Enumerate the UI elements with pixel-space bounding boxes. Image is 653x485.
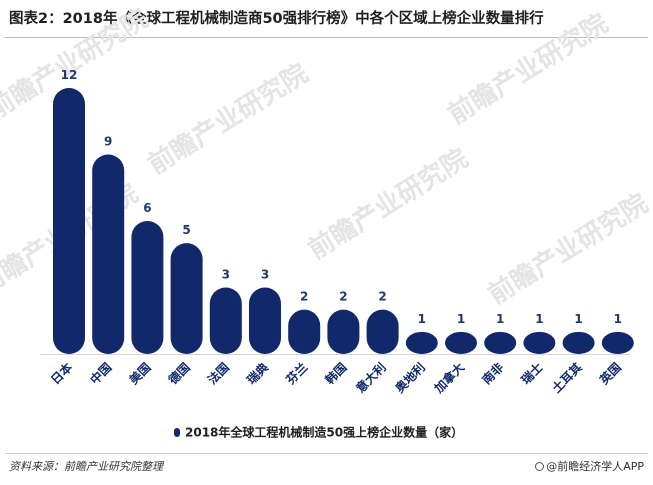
data-label: 2: [339, 290, 347, 304]
legend-marker: [174, 428, 180, 437]
chart-title: 图表2：2018年《全球工程机械制造商50强排行榜》中各个区域上榜企业数量排行: [9, 11, 544, 27]
bar: [288, 309, 321, 354]
data-label: 12: [61, 68, 78, 82]
x-tick-label: 奥地利: [392, 360, 428, 396]
bar: [445, 331, 477, 354]
x-tick-label: 德国: [165, 360, 193, 388]
data-label: 2: [300, 290, 308, 304]
data-label: 1: [614, 312, 622, 326]
x-tick-label: 瑞士: [518, 360, 546, 388]
title-divider: [5, 37, 648, 38]
x-tick-label: 加拿大: [430, 360, 467, 397]
x-tick-label: 中国: [87, 360, 115, 388]
bar: [170, 243, 203, 354]
data-label: 3: [222, 268, 230, 282]
data-label: 1: [535, 312, 543, 326]
bar: [484, 331, 517, 354]
data-label: 9: [104, 135, 112, 149]
data-label: 1: [496, 312, 504, 326]
data-label: 1: [418, 312, 426, 326]
legend-label: 2018年全球工程机械制造50强上榜企业数量（家）: [185, 425, 463, 440]
bar: [366, 309, 399, 354]
data-label: 1: [457, 312, 465, 326]
bar: [92, 154, 125, 354]
bar: [327, 309, 360, 354]
data-label: 5: [182, 223, 190, 237]
data-label: 3: [261, 268, 269, 282]
x-tick-label: 意大利: [353, 360, 389, 396]
bar: [209, 287, 242, 354]
x-tick-label: 美国: [126, 360, 154, 388]
x-tick-label: 南非: [479, 360, 507, 388]
x-tick-label: 芬兰: [282, 360, 310, 388]
brand-text: @前瞻经济学人APP: [546, 460, 644, 473]
x-tick-label: 日本: [48, 360, 76, 388]
bar: [249, 287, 281, 354]
bar: [53, 88, 85, 354]
x-tick-label: 土耳其: [549, 360, 585, 396]
bar: [131, 221, 164, 354]
source-note: 资料来源：前瞻产业研究院整理: [9, 460, 163, 473]
bar: [523, 331, 556, 354]
bar: [601, 331, 634, 354]
brand-credit: @前瞻经济学人APP: [535, 458, 644, 474]
x-tick-label: 瑞典: [244, 360, 272, 388]
data-label: 6: [143, 201, 151, 215]
data-label: 2: [378, 290, 386, 304]
x-tick-label: 法国: [204, 360, 232, 388]
bar: [405, 331, 438, 354]
bar: [562, 331, 595, 354]
brand-logo-icon: [535, 462, 545, 471]
x-tick-label: 英国: [596, 360, 624, 388]
footer-divider: [5, 453, 648, 454]
data-label: 1: [574, 312, 582, 326]
x-tick-label: 韩国: [322, 360, 350, 388]
